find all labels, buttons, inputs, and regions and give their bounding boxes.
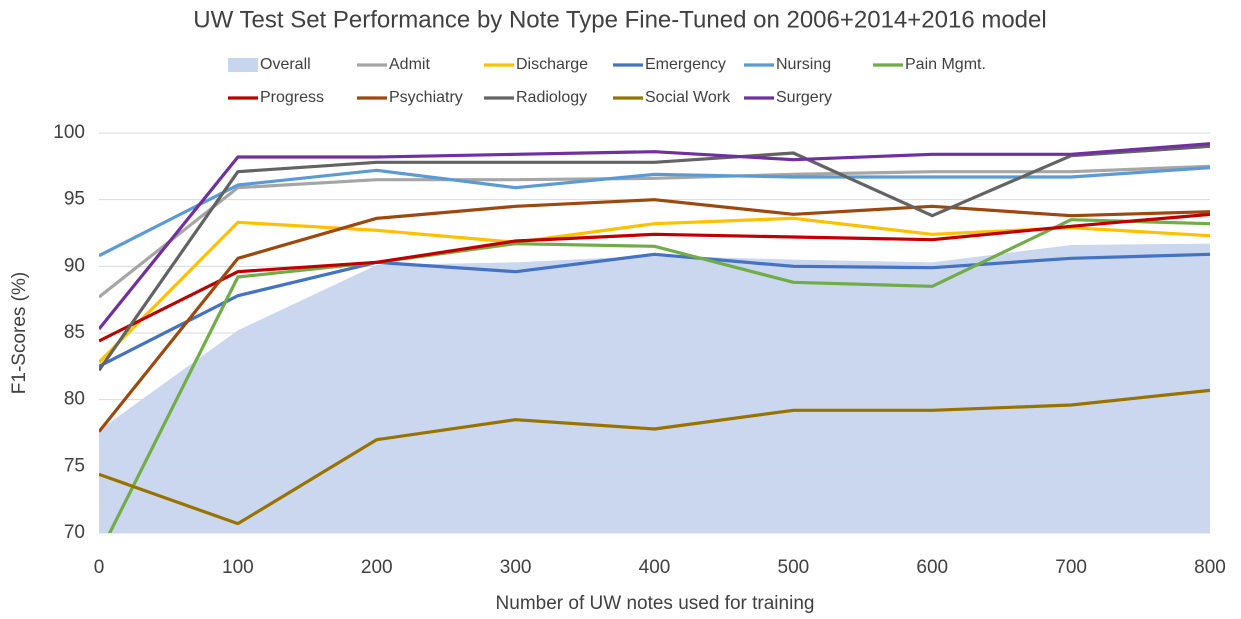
y-tick-label: 90 — [64, 255, 85, 276]
legend-label: Discharge — [516, 56, 588, 73]
line — [99, 198, 1210, 433]
y-axis-label: F1-Scores (%) — [9, 272, 30, 394]
line — [107, 218, 1210, 533]
y-tick-label: 85 — [64, 322, 85, 343]
y-tick-label: 100 — [53, 122, 85, 143]
legend-swatch — [228, 58, 258, 72]
plot-area — [99, 142, 1210, 533]
y-tick-label: 70 — [64, 522, 85, 543]
x-tick-label: 300 — [500, 557, 532, 578]
x-tick-label: 0 — [94, 557, 105, 578]
legend-label: Pain Mgmt. — [905, 56, 986, 73]
line — [99, 212, 1210, 343]
legend-label: Admit — [389, 56, 430, 73]
x-tick-label: 100 — [222, 557, 254, 578]
legend-label: Emergency — [645, 56, 726, 73]
x-axis-label: Number of UW notes used for training — [496, 593, 815, 614]
line — [99, 252, 1210, 368]
y-tick-label: 75 — [64, 455, 85, 476]
x-tick-label: 400 — [639, 557, 671, 578]
line — [99, 166, 1210, 258]
x-tick-label: 200 — [361, 557, 393, 578]
x-tick-label: 700 — [1055, 557, 1087, 578]
legend-label: Radiology — [516, 89, 587, 106]
area — [99, 243, 1210, 533]
legend-label: Social Work — [645, 89, 731, 106]
line — [99, 164, 1210, 299]
legend-label: Nursing — [776, 56, 831, 73]
legend: Overall Admit Discharge Emergency Nursing Pai… — [228, 56, 986, 106]
legend-label: Progress — [260, 89, 324, 106]
x-tick-label: 500 — [778, 557, 810, 578]
x-tick-label: 800 — [1194, 557, 1226, 578]
x-tick-label: 600 — [916, 557, 948, 578]
chart-title: UW Test Set Performance by Note Type Fin… — [193, 6, 1046, 33]
legend-label: Psychiatry — [389, 89, 463, 106]
legend-label: Overall — [260, 56, 311, 73]
y-tick-label: 95 — [64, 189, 85, 210]
line — [99, 144, 1210, 372]
line — [99, 142, 1210, 331]
legend-label: Surgery — [776, 89, 832, 106]
line — [99, 388, 1210, 526]
y-tick-label: 80 — [64, 389, 85, 410]
